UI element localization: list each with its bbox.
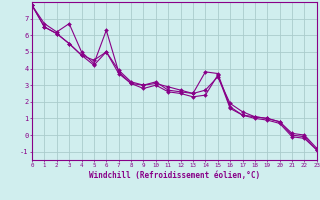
X-axis label: Windchill (Refroidissement éolien,°C): Windchill (Refroidissement éolien,°C) — [89, 171, 260, 180]
